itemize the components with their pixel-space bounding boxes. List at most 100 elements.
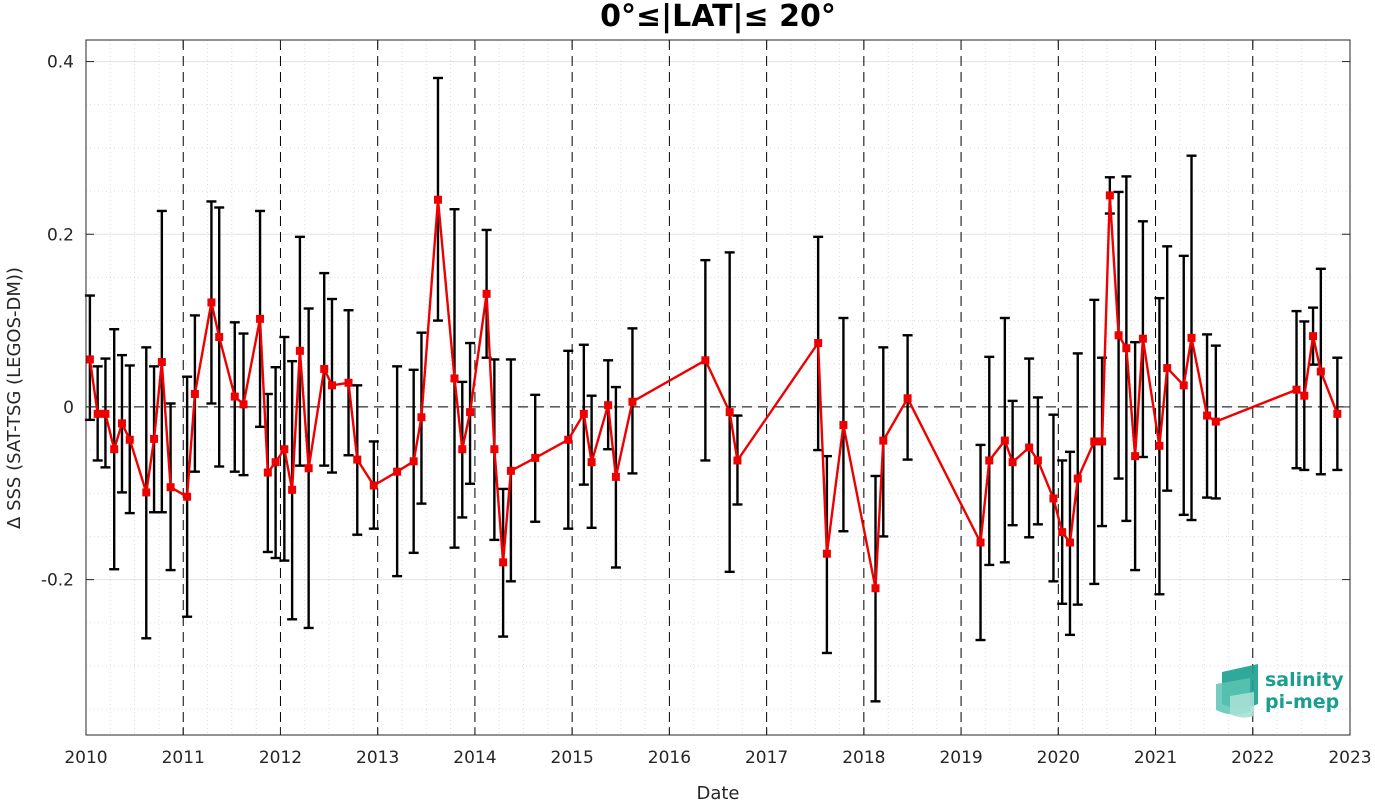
x-tick-label: 2019 xyxy=(939,748,982,768)
data-point-marker xyxy=(1105,191,1114,200)
data-point-marker xyxy=(579,409,588,418)
y-axis-label: Δ SSS (SAT-TSG (LEGOS-DM)) xyxy=(4,267,25,529)
data-point-marker xyxy=(207,298,216,307)
data-point-marker xyxy=(587,458,596,467)
data-point-marker xyxy=(976,538,985,547)
data-point-marker xyxy=(482,289,491,298)
data-point-marker xyxy=(393,467,402,476)
data-point-marker xyxy=(1000,436,1009,445)
x-tick-label: 2023 xyxy=(1328,748,1371,768)
axes-box xyxy=(85,39,1351,736)
data-point-marker xyxy=(353,455,362,464)
data-point-marker xyxy=(903,394,912,403)
data-point-marker xyxy=(871,584,880,593)
data-point-marker xyxy=(280,445,289,454)
data-point-marker xyxy=(190,389,199,398)
data-point-marker xyxy=(409,457,418,466)
data-point-marker xyxy=(85,355,94,364)
x-tick-label: 2013 xyxy=(356,748,399,768)
data-point-marker xyxy=(458,445,467,454)
data-point-marker xyxy=(822,549,831,558)
data-point-marker xyxy=(1131,452,1140,461)
data-point-marker xyxy=(369,481,378,490)
data-point-marker xyxy=(1211,417,1220,426)
logo-text-pi-mep: pi-mep xyxy=(1265,691,1339,713)
data-point-marker xyxy=(1049,494,1058,503)
data-point-marker xyxy=(1114,331,1123,340)
data-point-marker xyxy=(1309,332,1318,341)
data-point-marker xyxy=(1163,364,1172,373)
data-point-marker xyxy=(93,409,102,418)
data-point-marker xyxy=(1292,385,1301,394)
data-point-marker xyxy=(1058,528,1067,537)
data-point-marker xyxy=(304,464,313,473)
tick-label-layer: 2010 2011 2012 2013 2014 2015 2016 2017 2018 2019… xyxy=(41,53,1372,768)
x-tick-label: 2010 xyxy=(64,748,107,768)
data-point-marker xyxy=(604,401,613,410)
y-tick-label: 0 xyxy=(63,398,74,418)
data-point-marker xyxy=(263,468,272,477)
year-divider-layer xyxy=(86,40,1350,735)
data-point-marker xyxy=(1008,458,1017,467)
wave-logo-icon xyxy=(1216,664,1258,718)
data-point-marker xyxy=(166,483,175,492)
data-point-marker xyxy=(506,466,515,475)
series-layer xyxy=(85,191,1342,593)
data-point-marker xyxy=(628,397,637,406)
data-point-marker xyxy=(1138,334,1147,343)
data-point-marker xyxy=(110,445,119,454)
data-point-marker xyxy=(150,434,159,443)
data-point-marker xyxy=(879,436,888,445)
data-point-marker xyxy=(1122,344,1131,353)
data-point-marker xyxy=(1025,443,1034,452)
x-tick-label: 2021 xyxy=(1134,748,1177,768)
data-point-marker xyxy=(417,413,426,422)
data-point-marker xyxy=(1155,441,1164,450)
data-point-marker xyxy=(295,346,304,355)
data-point-marker xyxy=(1033,456,1042,465)
data-point-marker xyxy=(327,381,336,390)
data-point-marker xyxy=(288,485,297,494)
data-point-marker xyxy=(157,358,166,367)
data-point-marker xyxy=(271,458,280,467)
x-tick-label: 2017 xyxy=(745,748,788,768)
data-point-marker xyxy=(1090,437,1099,446)
data-point-marker xyxy=(1300,391,1309,400)
data-point-marker xyxy=(344,378,353,387)
data-point-marker xyxy=(1187,333,1196,342)
data-point-marker xyxy=(466,408,475,417)
data-point-marker xyxy=(125,435,134,444)
data-point-marker xyxy=(1098,437,1107,446)
data-point-marker xyxy=(215,332,224,341)
data-point-marker xyxy=(725,408,734,417)
y-tick-label: -0.2 xyxy=(41,571,74,591)
data-point-marker xyxy=(183,492,192,501)
x-tick-label: 2015 xyxy=(551,748,594,768)
data-point-marker xyxy=(1179,381,1188,390)
data-point-marker xyxy=(733,456,742,465)
data-point-marker xyxy=(531,453,540,462)
data-point-marker xyxy=(1333,409,1342,418)
x-tick-label: 2012 xyxy=(259,748,302,768)
data-point-marker xyxy=(256,314,265,323)
data-point-marker xyxy=(814,339,823,348)
data-point-marker xyxy=(490,445,499,454)
data-point-marker xyxy=(117,419,126,428)
axes-layer xyxy=(85,39,1351,736)
x-tick-label: 2011 xyxy=(162,748,205,768)
data-point-marker xyxy=(1065,538,1074,547)
data-point-marker xyxy=(239,400,248,409)
data-point-marker xyxy=(320,364,329,373)
data-point-marker xyxy=(564,435,573,444)
x-tick-label: 2016 xyxy=(648,748,691,768)
data-point-marker xyxy=(433,195,442,204)
logo-text-salinity: salinity xyxy=(1265,669,1344,691)
data-point-marker xyxy=(230,392,239,401)
data-point-marker xyxy=(142,488,151,497)
data-point-marker xyxy=(839,421,848,430)
x-tick-label: 2022 xyxy=(1231,748,1274,768)
data-point-marker xyxy=(611,472,620,481)
data-point-marker xyxy=(101,409,110,418)
data-point-marker xyxy=(450,374,459,383)
